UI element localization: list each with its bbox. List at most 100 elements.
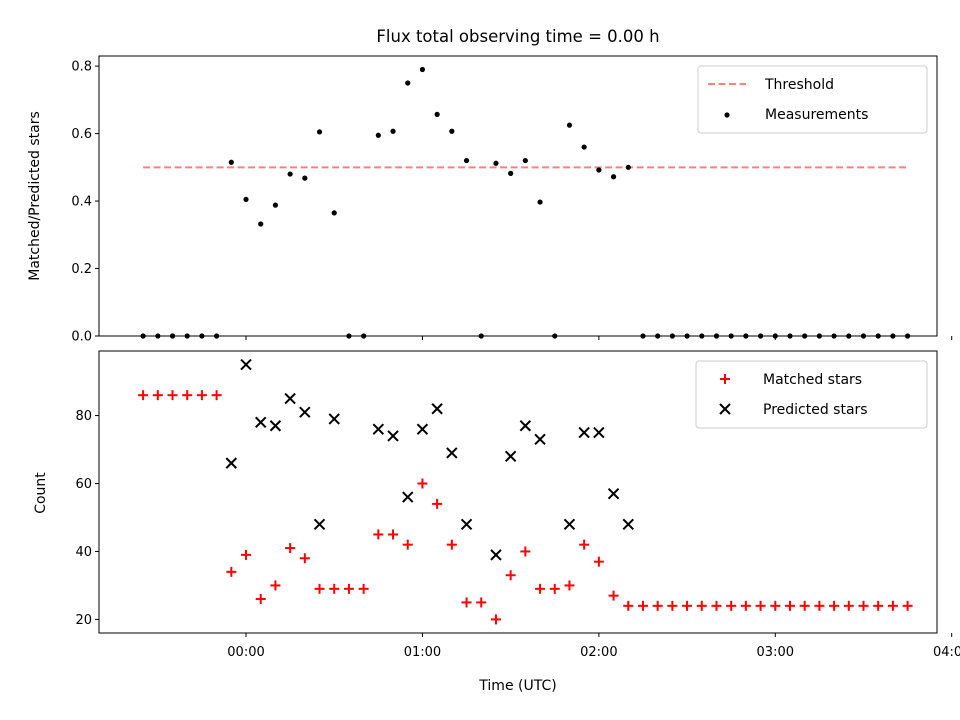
- matched-star-point: [873, 600, 884, 611]
- predicted-star-point: [416, 423, 429, 435]
- predicted-star-point-b: [446, 447, 458, 459]
- predicted-star-point-b: [402, 491, 414, 503]
- bottom-x-tick-label: 02:00: [580, 645, 617, 660]
- measurement-point: [522, 157, 528, 164]
- measurement-point: [228, 159, 234, 165]
- predicted-star-point: [255, 416, 267, 429]
- predicted-star-point-b: [284, 392, 296, 405]
- matched-star-point: [402, 539, 413, 550]
- top-y-tick-label: 0.6: [71, 127, 92, 142]
- bottom-x-tick-label: 03:00: [757, 645, 794, 660]
- top-y-tick-label: 0.8: [71, 60, 92, 75]
- matched-star-point: [314, 583, 325, 594]
- predicted-star-point-b: [578, 426, 590, 439]
- matched-star-point: [814, 600, 825, 611]
- matched-star-point: [255, 594, 266, 605]
- predicted-star-point-b: [313, 518, 326, 530]
- predicted-star-point: [490, 549, 502, 561]
- matched-star-point: [196, 390, 207, 401]
- matched-star-point: [520, 546, 531, 557]
- top-legend-box: [697, 65, 928, 134]
- top-axes-frame: [98, 55, 938, 337]
- measurement-point: [287, 171, 293, 177]
- matched-star-point: [211, 390, 222, 401]
- predicted-star-point-b: [416, 423, 429, 435]
- matched-star-point: [637, 600, 648, 611]
- matched-star-point: [446, 539, 457, 550]
- matched-star-point: [902, 600, 913, 611]
- predicted-star-point: [402, 491, 414, 503]
- measurement-point: [258, 221, 264, 227]
- matched-star-point: [476, 597, 487, 608]
- top-y-axis-label: Matched/Predicted stars: [27, 111, 43, 281]
- predicted-star-point: [519, 420, 532, 432]
- matched-star-point: [388, 529, 399, 540]
- matched-star-point: [358, 583, 369, 594]
- matched-star-point: [858, 600, 869, 611]
- bottom-y-tick-label: 60: [75, 477, 92, 492]
- predicted-star-point-b: [563, 518, 576, 530]
- predicted-star-point-b: [225, 457, 238, 469]
- measurement-point: [537, 199, 543, 205]
- predicted-star-point-b: [269, 420, 282, 432]
- predicted-star-point-b: [519, 420, 532, 432]
- predicted-star-point: [387, 430, 399, 442]
- chart-title: Flux total observing time = 0.00 h: [376, 27, 659, 46]
- predicted-star-point-b: [622, 518, 634, 530]
- predicted-star-point: [607, 487, 620, 500]
- predicted-star-point: [534, 433, 546, 446]
- top-y-tick-label: 0.4: [71, 195, 92, 210]
- predicted-star-point-b: [299, 406, 311, 418]
- predicted-star-point: [622, 518, 634, 530]
- matched-star-point: [490, 614, 501, 625]
- predicted-star-point: [372, 423, 385, 435]
- measurement-point: [493, 160, 499, 166]
- predicted-star-point: [225, 457, 238, 469]
- matched-star-point: [784, 600, 795, 611]
- measurement-point: [610, 174, 617, 180]
- predicted-star-point-b: [460, 518, 473, 530]
- matched-star-point: [182, 390, 193, 401]
- predicted-star-point: [593, 426, 605, 439]
- matched-star-point: [535, 583, 546, 594]
- legend-threshold-label: Threshold: [764, 77, 834, 93]
- measurement-point: [508, 170, 514, 176]
- predicted-star-point: [299, 406, 311, 418]
- measurement-point: [419, 66, 426, 73]
- measurement-point: [581, 144, 587, 150]
- bottom-y-tick-label: 40: [75, 545, 92, 560]
- matched-star-point: [285, 543, 296, 554]
- matched-star-point: [549, 583, 560, 594]
- bottom-axes-frame: [98, 350, 938, 634]
- measurement-point: [566, 122, 573, 128]
- legend-measurements-swatch: [724, 112, 730, 118]
- legend-measurements-label: Measurements: [765, 107, 868, 123]
- matched-star-point: [696, 600, 707, 611]
- matched-star-point: [799, 600, 810, 611]
- matched-star-point: [270, 580, 281, 591]
- legend-matched-swatch: [720, 374, 730, 384]
- matched-star-point: [608, 590, 619, 601]
- legend-predicted-swatch: [719, 403, 731, 415]
- predicted-star-point-b: [240, 358, 252, 371]
- legend-predicted-swatch-b: [719, 403, 731, 415]
- matched-star-point: [579, 539, 590, 550]
- predicted-star-point-b: [593, 426, 605, 439]
- matched-star-point: [887, 600, 898, 611]
- predicted-star-point: [328, 413, 340, 425]
- legend-matched-label: Matched stars: [763, 372, 862, 388]
- predicted-star-point: [504, 450, 517, 463]
- predicted-star-point-b: [255, 416, 267, 429]
- measurement-point: [434, 111, 440, 117]
- measurement-point: [449, 128, 455, 134]
- bottom-y-tick-label: 20: [75, 613, 92, 628]
- predicted-star-point-b: [431, 403, 443, 415]
- measurement-point: [625, 164, 631, 170]
- bottom-x-tick-label: 01:00: [404, 645, 441, 660]
- predicted-star-point-b: [607, 487, 620, 500]
- predicted-star-point: [269, 420, 282, 432]
- matched-star-point: [343, 583, 354, 594]
- matched-star-point: [432, 498, 443, 509]
- matched-star-point: [593, 556, 604, 567]
- top-y-tick-label: 0.2: [71, 262, 92, 277]
